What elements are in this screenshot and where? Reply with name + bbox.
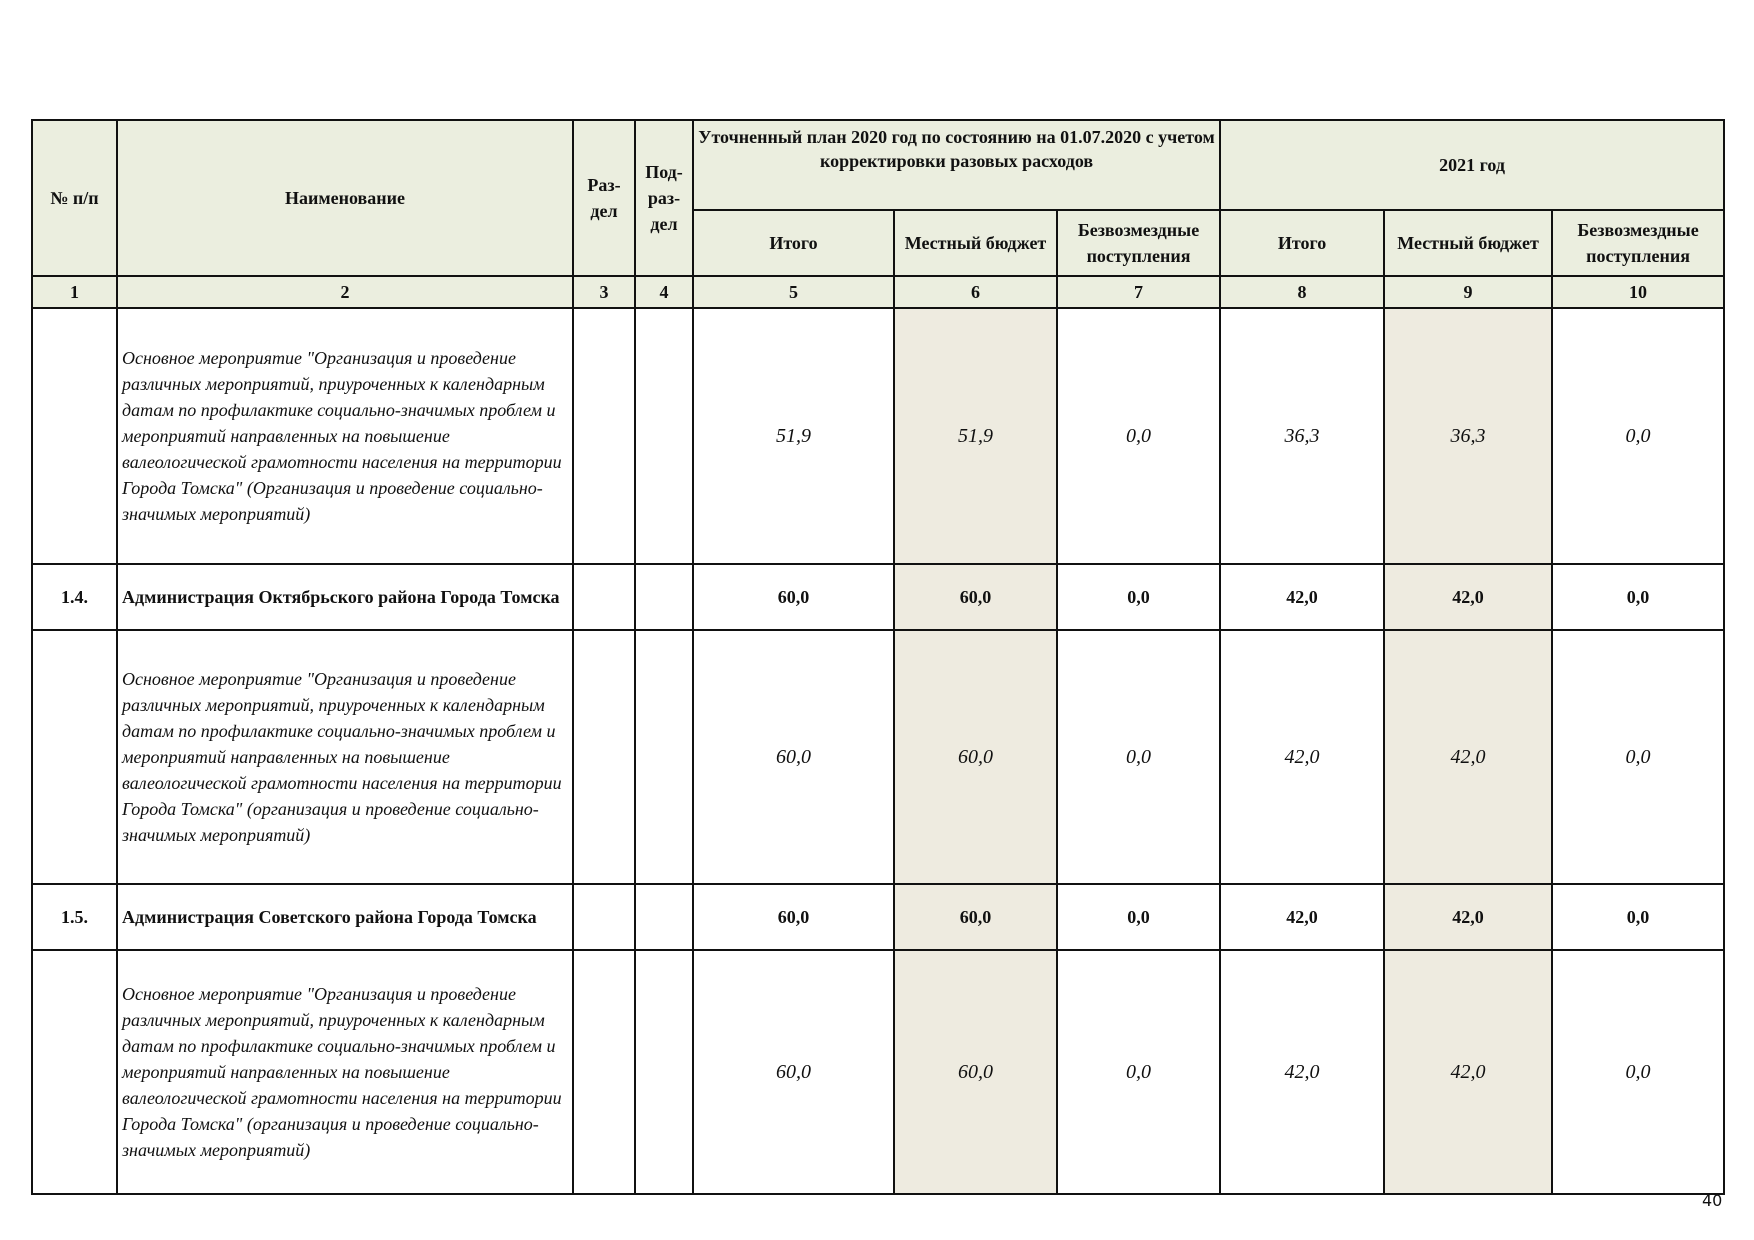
header-2020-total: Итого xyxy=(692,209,895,277)
row-podrazdel xyxy=(634,949,694,1195)
row-value: 36,3 xyxy=(1383,307,1554,565)
column-number: 4 xyxy=(634,275,694,309)
row-name: Основное мероприятие "Организация и пров… xyxy=(116,307,574,565)
row-value: 42,0 xyxy=(1219,883,1386,951)
row-name: Основное мероприятие "Организация и пров… xyxy=(116,629,574,885)
row-num: 1.4. xyxy=(31,563,118,631)
row-value: 60,0 xyxy=(893,949,1058,1195)
header-2021-total: Итого xyxy=(1219,209,1386,277)
header-name: Наименование xyxy=(116,119,574,277)
table-row: 1.5. Администрация Советского района Горо… xyxy=(31,883,1726,951)
header-2021-local: Местный бюджет xyxy=(1383,209,1554,277)
row-value: 60,0 xyxy=(692,949,895,1195)
column-number: 1 xyxy=(31,275,118,309)
row-num xyxy=(31,629,118,885)
row-value: 42,0 xyxy=(1219,563,1386,631)
column-number: 5 xyxy=(692,275,895,309)
column-numbers-row: 1 2 3 4 5 6 7 8 9 10 xyxy=(31,275,1726,309)
row-razdel xyxy=(572,563,636,631)
header-group-2020: Уточненный план 2020 год по состоянию на… xyxy=(691,119,1222,211)
row-value: 60,0 xyxy=(692,563,895,631)
row-value: 0,0 xyxy=(1551,949,1726,1195)
row-value: 0,0 xyxy=(1055,307,1222,565)
column-number: 8 xyxy=(1219,275,1386,309)
row-value: 42,0 xyxy=(1383,563,1554,631)
row-value: 51,9 xyxy=(893,307,1058,565)
header-podrazdel: Под-раз-дел xyxy=(634,119,694,277)
header-group-2021: 2021 год xyxy=(1219,119,1726,211)
table-row: 1.4. Администрация Октябрьского района Го… xyxy=(31,563,1726,631)
row-value: 0,0 xyxy=(1055,883,1222,951)
row-podrazdel xyxy=(634,307,694,565)
header-2021-free: Безвозмездные поступления xyxy=(1551,209,1726,277)
row-value: 42,0 xyxy=(1219,629,1386,885)
column-number: 10 xyxy=(1551,275,1726,309)
row-name: Администрация Октябрьского района Города… xyxy=(116,563,574,631)
row-value: 60,0 xyxy=(692,629,895,885)
column-number: 2 xyxy=(116,275,574,309)
row-num: 1.5. xyxy=(31,883,118,951)
row-value: 42,0 xyxy=(1383,949,1554,1195)
row-value: 0,0 xyxy=(1551,307,1726,565)
table-row: Основное мероприятие "Организация и пров… xyxy=(31,629,1726,885)
row-value: 0,0 xyxy=(1055,563,1222,631)
header-2020-free: Безвозмездные поступления xyxy=(1055,209,1222,277)
row-value: 60,0 xyxy=(692,883,895,951)
header-num: № п/п xyxy=(31,119,118,277)
row-value: 60,0 xyxy=(893,629,1058,885)
row-num xyxy=(31,307,118,565)
row-value: 51,9 xyxy=(692,307,895,565)
row-razdel xyxy=(572,949,636,1195)
page-number: 40 xyxy=(1702,1191,1723,1210)
row-num xyxy=(31,949,118,1195)
column-number: 6 xyxy=(893,275,1058,309)
row-razdel xyxy=(572,307,636,565)
row-podrazdel xyxy=(634,629,694,885)
column-number: 9 xyxy=(1383,275,1554,309)
row-name: Основное мероприятие "Организация и пров… xyxy=(116,949,574,1195)
row-value: 42,0 xyxy=(1383,883,1554,951)
row-razdel xyxy=(572,883,636,951)
row-value: 36,3 xyxy=(1219,307,1386,565)
row-value: 0,0 xyxy=(1055,629,1222,885)
row-podrazdel xyxy=(634,563,694,631)
row-podrazdel xyxy=(634,883,694,951)
row-name: Администрация Советского района Города Т… xyxy=(116,883,574,951)
column-number: 7 xyxy=(1055,275,1222,309)
budget-table: № п/п Наименование Раз-дел Под-раз-дел У… xyxy=(31,119,1726,1195)
row-value: 0,0 xyxy=(1551,883,1726,951)
table-row: Основное мероприятие "Организация и пров… xyxy=(31,949,1726,1195)
header-2020-local: Местный бюджет xyxy=(893,209,1058,277)
row-razdel xyxy=(572,629,636,885)
row-value: 42,0 xyxy=(1383,629,1554,885)
row-value: 0,0 xyxy=(1551,563,1726,631)
row-value: 42,0 xyxy=(1219,949,1386,1195)
column-number: 3 xyxy=(572,275,636,309)
row-value: 0,0 xyxy=(1055,949,1222,1195)
table-row: Основное мероприятие "Организация и пров… xyxy=(31,307,1726,565)
row-value: 60,0 xyxy=(893,563,1058,631)
header-razdel: Раз-дел xyxy=(572,119,636,277)
row-value: 60,0 xyxy=(893,883,1058,951)
row-value: 0,0 xyxy=(1551,629,1726,885)
